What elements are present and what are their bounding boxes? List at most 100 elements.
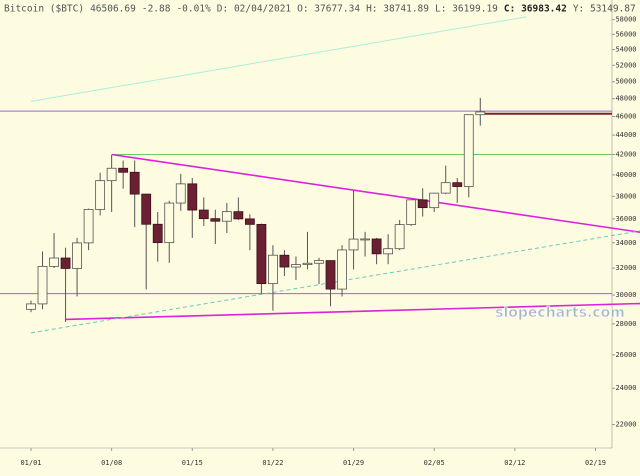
y-tick-label: 36000 — [615, 215, 636, 223]
header-item: -2.88 — [142, 4, 171, 15]
candle — [60, 247, 71, 322]
candle — [268, 245, 278, 311]
x-tick-label: 01/15 — [182, 459, 203, 467]
candle — [72, 237, 82, 297]
header-item: -0.01% — [176, 4, 211, 15]
x-tick-label: 02/19 — [585, 459, 606, 467]
candle-body — [141, 193, 152, 225]
candle — [463, 114, 474, 198]
candle-body — [337, 249, 347, 290]
candle-body — [417, 199, 428, 209]
candle — [394, 220, 405, 251]
trend-line — [111, 153, 640, 234]
candle-body — [452, 182, 463, 187]
candle — [221, 202, 232, 234]
x-tick-label: 02/05 — [424, 459, 445, 467]
candle-body — [95, 180, 106, 210]
header-item: D: 02/04/2021 — [217, 4, 292, 15]
candle — [175, 173, 186, 211]
y-tick-label: 24000 — [615, 384, 636, 392]
y-tick-label: 58000 — [615, 16, 636, 24]
candle-body — [129, 171, 140, 195]
y-tick-label: 48000 — [615, 95, 636, 103]
candle-body — [233, 211, 244, 220]
candle — [141, 193, 152, 290]
candle — [187, 178, 198, 238]
candle — [233, 197, 244, 221]
trend-line — [65, 302, 640, 321]
candle — [198, 197, 209, 226]
y-tick-label: 54000 — [615, 46, 636, 54]
candle-body — [406, 199, 417, 226]
candle-body — [175, 183, 186, 204]
candle-body — [360, 238, 370, 241]
header-item: C: 36983.42 — [504, 4, 567, 15]
y-tick-label: 30000 — [615, 291, 636, 299]
candle-body — [198, 209, 209, 220]
candle-body — [394, 224, 405, 250]
header-item: Bitcoin ($BTC) — [4, 4, 84, 15]
y-tick-label: 44000 — [615, 131, 636, 139]
y-tick-label: 40000 — [615, 171, 636, 179]
candle — [83, 208, 94, 251]
candle-body — [429, 192, 440, 209]
y-tick-label: 46000 — [615, 113, 636, 121]
candle-body — [72, 242, 82, 269]
candle — [314, 257, 324, 285]
trend-line — [30, 230, 640, 334]
candle-body — [187, 183, 198, 211]
candle — [210, 209, 221, 244]
candle — [337, 245, 347, 297]
x-tick-label: 01/08 — [101, 459, 122, 467]
candle-body — [26, 303, 36, 310]
candle-body — [221, 211, 232, 222]
candle — [256, 223, 267, 294]
candle-body — [291, 264, 301, 268]
candle-body — [440, 182, 451, 194]
candle-body — [244, 218, 255, 225]
candle — [95, 172, 106, 216]
candle — [164, 200, 175, 263]
candle-body — [348, 238, 359, 251]
candle — [406, 199, 417, 226]
candle — [291, 256, 301, 280]
trend-line — [30, 16, 527, 102]
candle-body — [83, 209, 94, 244]
x-tick-label: 01/01 — [20, 459, 41, 467]
header-item: Y: 53149.87 — [573, 4, 636, 15]
candle-body — [463, 114, 474, 187]
y-tick-label: 38000 — [615, 192, 636, 200]
y-tick-label: 26000 — [615, 351, 636, 359]
candle — [279, 250, 290, 276]
candle-body — [210, 218, 221, 222]
watermark: slopecharts.com — [495, 305, 625, 321]
candle — [129, 160, 140, 228]
candle-body — [152, 223, 163, 244]
candle — [49, 233, 59, 269]
candle — [244, 214, 255, 251]
candle — [452, 178, 463, 203]
candle — [475, 97, 486, 126]
candle-body — [256, 223, 267, 285]
y-tick-label: 56000 — [615, 30, 636, 38]
header-item: L: 36199.19 — [435, 4, 498, 15]
candle — [383, 234, 394, 265]
candle-body — [106, 167, 117, 182]
candle-body — [383, 248, 394, 255]
x-tick-label: 01/22 — [262, 459, 283, 467]
candle — [37, 251, 48, 310]
candle — [348, 190, 359, 270]
candle-body — [164, 202, 175, 244]
y-tick-label: 22000 — [615, 421, 636, 429]
y-tick-label: 28000 — [615, 320, 636, 328]
x-tick-label: 01/29 — [343, 459, 364, 467]
candle — [118, 160, 129, 189]
candle-body — [37, 265, 48, 305]
candle-body — [302, 262, 313, 265]
candle-body — [371, 238, 382, 255]
candle — [152, 211, 163, 262]
y-tick-label: 50000 — [615, 78, 636, 86]
header-item: O: 37677.34 — [297, 4, 360, 15]
candle — [440, 165, 451, 195]
x-tick-label: 02/12 — [504, 459, 525, 467]
